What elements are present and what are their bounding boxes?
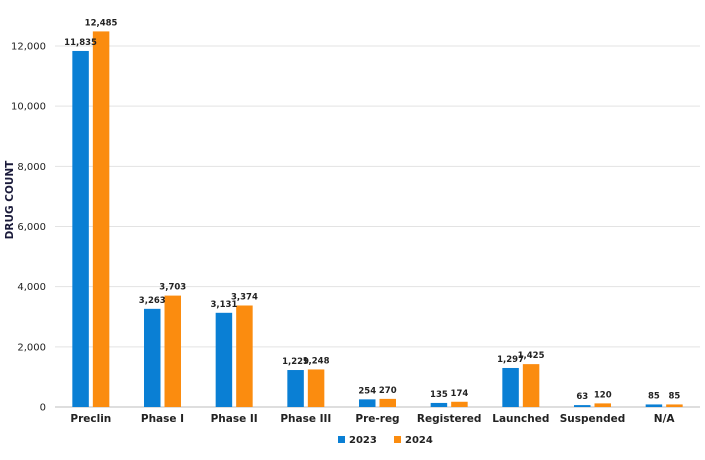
bar-2024 xyxy=(594,403,611,407)
x-axis-labels: Preclin Phase I Phase II Phase III Pre-reg Re… xyxy=(70,413,675,425)
bar-2023 xyxy=(430,402,448,407)
gridlines xyxy=(55,45,700,408)
data-label: 1,248 xyxy=(303,356,330,366)
data-label: 3,374 xyxy=(231,292,258,302)
x-tick-label: Phase II xyxy=(211,413,258,425)
data-label: 63 xyxy=(576,392,588,402)
bar-2023 xyxy=(215,312,233,407)
y-tick-label: 10,000 xyxy=(11,102,46,113)
legend: 2023 2024 xyxy=(338,435,433,446)
bar-2023 xyxy=(144,308,161,407)
y-tick-label: 8,000 xyxy=(17,162,46,173)
data-label: 12,485 xyxy=(85,18,118,28)
bar-2023 xyxy=(359,399,376,407)
x-tick-label: Suspended xyxy=(560,413,626,425)
bar-2024 xyxy=(164,295,181,407)
bar-series xyxy=(72,31,683,408)
y-axis-ticks: 0 2,000 4,000 6,000 8,000 10,000 12,000 xyxy=(11,42,46,414)
data-label: 1,297 xyxy=(497,355,524,365)
bar-2024 xyxy=(236,305,253,407)
data-label: 85 xyxy=(648,391,660,401)
data-label: 11,835 xyxy=(64,38,97,48)
data-label: 1,229 xyxy=(282,357,309,367)
data-labels: 11,83512,4853,2633,7033,1313,3741,2291,2… xyxy=(64,18,680,402)
data-label: 270 xyxy=(379,386,397,396)
y-tick-label: 2,000 xyxy=(17,342,46,353)
x-tick-label: Launched xyxy=(492,413,549,425)
y-tick-label: 0 xyxy=(40,403,46,414)
bar-2024 xyxy=(451,401,468,407)
legend-label: 2024 xyxy=(405,435,433,446)
data-label: 120 xyxy=(594,390,612,400)
bar-2023 xyxy=(645,404,663,407)
bar-2024 xyxy=(522,364,540,407)
bar-2023 xyxy=(72,50,89,408)
x-tick-label: Pre-reg xyxy=(355,413,399,425)
data-label: 1,425 xyxy=(518,351,545,361)
legend-label: 2023 xyxy=(349,435,377,446)
legend-swatch xyxy=(394,436,401,443)
y-axis-title: DRUG COUNT xyxy=(4,160,16,240)
x-tick-label: N/A xyxy=(654,413,676,425)
bar-2023 xyxy=(287,370,304,407)
x-tick-label: Phase I xyxy=(141,413,184,425)
data-label: 174 xyxy=(451,389,469,399)
bar-2024 xyxy=(379,398,396,407)
bar-2023 xyxy=(502,367,519,407)
y-tick-label: 6,000 xyxy=(17,222,46,233)
data-label: 3,263 xyxy=(139,296,166,306)
x-tick-label: Phase III xyxy=(280,413,331,425)
bar-2024 xyxy=(307,369,325,407)
data-label: 3,703 xyxy=(159,283,186,293)
data-label: 135 xyxy=(430,390,448,400)
data-label: 85 xyxy=(668,391,680,401)
legend-swatch xyxy=(338,436,345,443)
bar-2024 xyxy=(666,404,683,407)
data-label: 3,131 xyxy=(210,300,237,310)
y-tick-label: 4,000 xyxy=(17,282,46,293)
bar-2023 xyxy=(574,405,591,407)
y-tick-label: 12,000 xyxy=(11,42,46,53)
x-tick-label: Preclin xyxy=(70,413,111,425)
bar-2024 xyxy=(92,31,110,408)
x-tick-label: Registered xyxy=(417,413,482,425)
data-label: 254 xyxy=(358,386,376,396)
